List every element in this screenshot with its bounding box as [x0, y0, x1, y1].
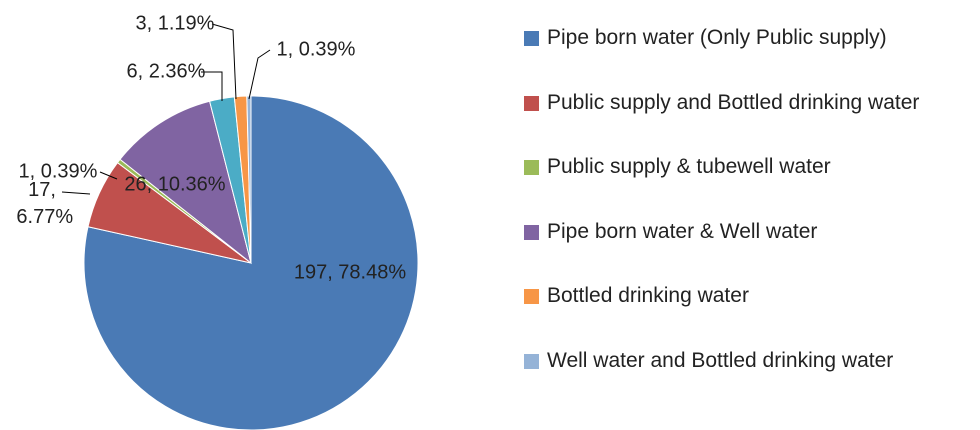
- leader-line: [201, 71, 223, 101]
- data-label: 1, 0.39%: [277, 38, 356, 60]
- legend-label: Public supply & tubewell water: [547, 155, 831, 178]
- legend-item: Well water and Bottled drinking water: [524, 346, 893, 376]
- leader-line: [248, 49, 271, 100]
- legend-label: Pipe born water (Only Public supply): [547, 26, 887, 49]
- legend-swatch: [524, 289, 539, 304]
- legend-item: Bottled drinking water: [524, 281, 749, 311]
- legend-swatch: [524, 224, 539, 240]
- legend-swatch: [524, 31, 539, 46]
- legend-swatch: [524, 160, 539, 175]
- data-label: 6, 2.36%: [127, 60, 206, 82]
- legend-label: Pipe born water & Well water: [547, 219, 818, 243]
- legend-item: Pipe born water (Only Public supply): [524, 23, 887, 53]
- legend-item: Public supply & tubewell water: [524, 152, 831, 182]
- leader-line: [211, 23, 237, 100]
- data-label: 17, 6.77%: [11, 179, 73, 228]
- legend-swatch: [524, 353, 539, 369]
- legend-item: Public supply and Bottled drinking water: [524, 88, 919, 118]
- data-label: 3, 1.19%: [136, 12, 215, 34]
- pie-slice: [246, 95, 252, 264]
- leader-line: [61, 191, 91, 195]
- data-label: 197, 78.48%: [294, 261, 407, 283]
- legend-label: Well water and Bottled drinking water: [547, 348, 894, 372]
- legend-item: Pipe born water & Well water: [524, 217, 817, 247]
- data-label: 1, 0.39%: [19, 160, 98, 182]
- data-label: 26, 10.36%: [124, 173, 225, 195]
- legend-label: Public supply and Bottled drinking water: [547, 90, 920, 114]
- pie-slice: [119, 100, 252, 265]
- legend-swatch: [524, 95, 539, 111]
- leader-line: [99, 171, 118, 180]
- legend-label: Bottled drinking water: [547, 284, 749, 307]
